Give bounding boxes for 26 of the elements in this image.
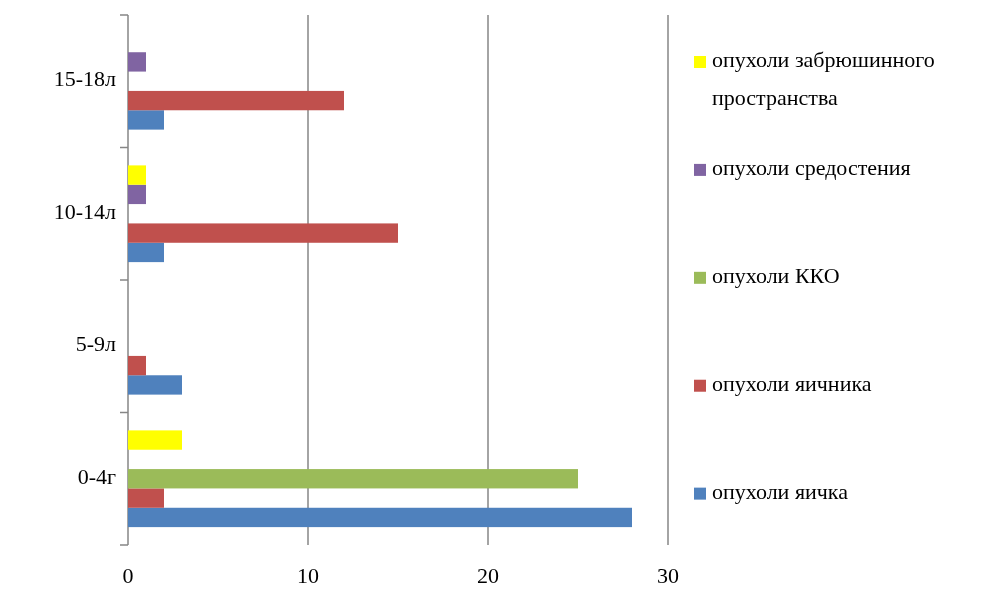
bar bbox=[128, 507, 632, 528]
y-tick-label: 0-4г bbox=[77, 463, 116, 489]
bar bbox=[128, 184, 146, 205]
bar bbox=[128, 223, 398, 243]
y-tick-label: 10-14л bbox=[53, 198, 117, 224]
x-tick-label: 0 bbox=[122, 563, 134, 588]
bar bbox=[128, 488, 164, 508]
x-tick-label: 10 bbox=[297, 563, 319, 588]
bar bbox=[128, 469, 578, 489]
y-tick-label: 15-18л bbox=[53, 66, 117, 92]
bar bbox=[128, 375, 182, 395]
bar bbox=[128, 90, 344, 111]
bar bbox=[128, 110, 164, 130]
legend-label: опухоли средостения bbox=[712, 154, 911, 180]
x-tick-label: 20 bbox=[477, 563, 499, 588]
y-tick-label: 5-9л bbox=[75, 331, 117, 357]
bar bbox=[128, 430, 182, 450]
bar bbox=[128, 165, 146, 185]
bar bbox=[128, 355, 146, 376]
legend-label: опухоли яичника bbox=[712, 370, 872, 396]
x-tick-label: 30 bbox=[657, 563, 679, 588]
legend-label: опухоли забрюшинного пространства bbox=[712, 47, 935, 110]
legend-label: опухоли яичка bbox=[712, 478, 849, 504]
legend-label: опухоли ККО bbox=[712, 262, 840, 288]
bar bbox=[128, 242, 164, 263]
bar bbox=[128, 52, 146, 72]
